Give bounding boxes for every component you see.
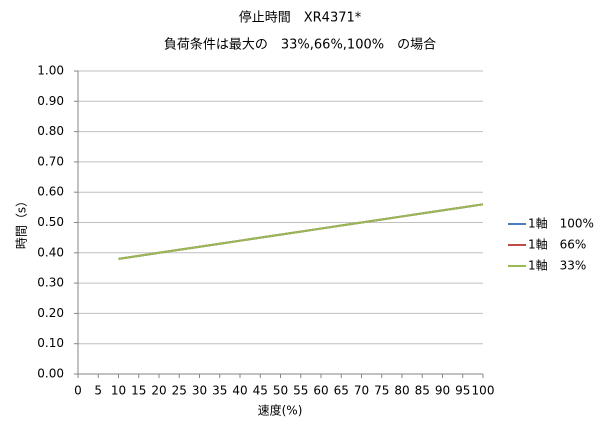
y-tick-label: 1.00 [37,64,64,78]
x-tick-label: 100 [472,384,495,398]
x-tick-label: 15 [131,384,146,398]
x-tick-label: 50 [273,384,288,398]
y-tick-label: 0.00 [37,367,64,381]
y-tick-label: 0.40 [37,245,64,259]
data-line [118,203,484,260]
x-tick-label: 30 [192,384,207,398]
x-tick-label: 55 [293,384,308,398]
x-tick-label: 75 [374,384,389,398]
legend-label: 1軸 66% [528,238,586,252]
x-tick-label: 20 [151,384,166,398]
x-tick-label: 45 [253,384,268,398]
y-tick-label: 0.10 [37,336,64,350]
x-tick-label: 65 [334,384,349,398]
x-tick-label: 10 [111,384,126,398]
x-tick-label: 90 [435,384,450,398]
y-tick-label: 0.80 [37,124,64,138]
chart-subtitle: 負荷条件は最大の 33%,66%,100% の場合 [164,37,436,53]
x-tick-label: 25 [172,384,187,398]
x-tick-label: 60 [313,384,328,398]
y-tick-label: 0.70 [37,154,64,168]
y-axis-label: 時間（s） [15,195,29,249]
legend-label: 1軸 33% [528,259,586,273]
y-tick-label: 0.60 [37,185,64,199]
x-tick-label: 95 [455,384,470,398]
y-tick-label: 0.50 [37,215,64,229]
x-tick-label: 0 [74,384,82,398]
x-tick-label: 70 [354,384,369,398]
chart-title: 停止時間 XR4371* [239,10,362,26]
y-tick-label: 0.30 [37,276,64,290]
legend-label: 1軸 100% [528,217,594,231]
x-axis-label: 速度(%) [258,403,303,418]
y-tick-label: 0.90 [37,94,64,108]
x-tick-label: 85 [415,384,430,398]
y-tick-label: 0.20 [37,306,64,320]
x-tick-label: 80 [394,384,409,398]
x-tick-label: 35 [212,384,227,398]
x-tick-label: 40 [232,384,247,398]
x-tick-label: 5 [94,384,102,398]
